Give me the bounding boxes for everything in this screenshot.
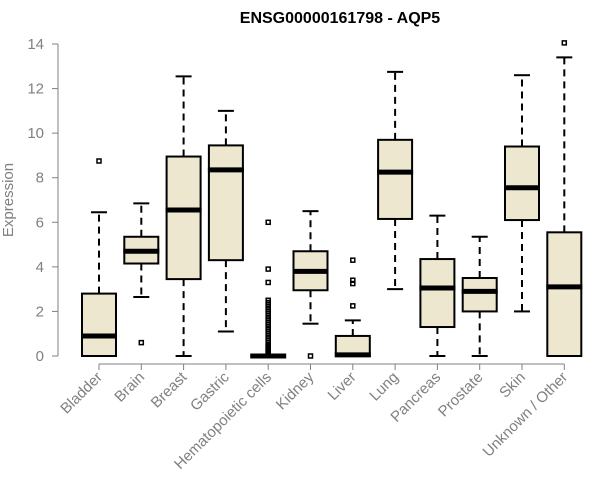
box-pancreas (419, 258, 456, 329)
outlier-point (96, 158, 102, 164)
x-tick-label: Brain (111, 369, 148, 406)
box-breast (165, 155, 202, 281)
box-skin (504, 145, 540, 222)
box-unknown-other (546, 231, 583, 357)
y-axis-label: Expression (0, 163, 17, 237)
y-tick-label: 10 (27, 125, 44, 142)
outlier-point (350, 303, 356, 309)
outlier-point (561, 40, 568, 46)
box-bladder (81, 292, 117, 358)
y-tick-label: 14 (27, 36, 44, 53)
y-tick-label: 6 (36, 214, 44, 231)
x-tick-label: Prostate (435, 369, 487, 421)
box-gastric (207, 144, 244, 262)
box-lung (377, 138, 414, 220)
x-tick-label: Lung (366, 369, 402, 405)
x-tick-label: Kidney (273, 368, 318, 413)
outlier-point (350, 277, 356, 283)
outlier-point (265, 266, 271, 272)
outlier-point (307, 353, 314, 359)
outlier-point (138, 339, 145, 346)
y-tick-label: 4 (36, 259, 44, 276)
outlier-point (265, 297, 271, 304)
outlier-point (350, 257, 356, 263)
x-tick-label: Skin (496, 369, 529, 402)
y-tick-label: 2 (36, 303, 44, 320)
y-tick-label: 0 (36, 348, 44, 365)
y-tick-label: 12 (27, 81, 44, 98)
y-tick-label: 8 (36, 170, 44, 187)
outlier-point (265, 219, 271, 226)
chart-title: ENSG00000161798 - AQP5 (240, 10, 441, 27)
x-tick-label: Breast (148, 368, 191, 411)
x-tick-label: Bladder (57, 369, 106, 418)
x-tick-label: Liver (325, 369, 360, 404)
box-prostate (461, 277, 498, 313)
outlier-point (265, 279, 271, 286)
